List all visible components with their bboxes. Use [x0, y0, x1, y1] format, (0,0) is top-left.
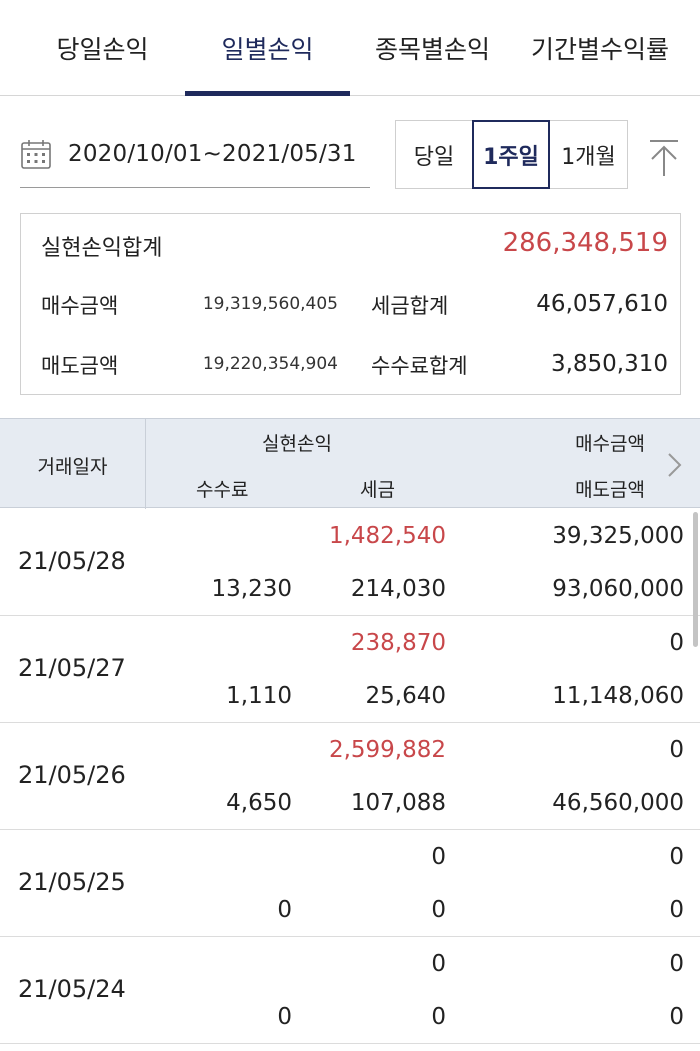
row-realized-pnl: 238,870 — [350, 630, 446, 656]
header-buy-amount: 매수금액 — [575, 433, 645, 455]
row-fee: 1,110 — [226, 683, 292, 709]
fee-total-label: 수수료합계 — [371, 354, 468, 378]
arrow-up-icon[interactable] — [646, 138, 682, 178]
period-selector: 당일 1주일 1개월 — [395, 120, 628, 189]
table-header: 거래일자 실현손익 매수금액 수수료 세금 매도금액 — [0, 418, 700, 509]
row-buy-amount: 39,325,000 — [552, 523, 684, 549]
active-tab-indicator — [185, 91, 350, 96]
sell-amount-label: 매도금액 — [41, 354, 119, 378]
row-sell-amount: 0 — [669, 1004, 684, 1030]
row-sell-amount: 11,148,060 — [552, 683, 684, 709]
row-tax: 0 — [431, 1004, 446, 1030]
header-divider — [145, 419, 146, 509]
header-trade-date: 거래일자 — [37, 456, 108, 478]
table-row[interactable]: 21/05/26 2,599,882 0 4,650 107,088 46,56… — [0, 723, 700, 830]
sell-amount-value: 19,220,354,904 — [202, 354, 338, 374]
row-date: 21/05/25 — [18, 868, 126, 896]
date-range-field[interactable]: 2020/10/01~2021/05/31 — [20, 120, 370, 188]
row-sell-amount: 93,060,000 — [552, 576, 684, 602]
row-realized-pnl: 0 — [431, 951, 446, 977]
buy-amount-label: 매수금액 — [41, 294, 119, 318]
row-buy-amount: 0 — [669, 844, 684, 870]
tax-total-value: 46,057,610 — [536, 291, 668, 317]
tax-total-label: 세금합계 — [371, 294, 449, 318]
table-row[interactable]: 21/05/24 0 0 0 0 0 — [0, 937, 700, 1044]
realized-total-value: 286,348,519 — [502, 228, 668, 258]
chevron-right-icon[interactable] — [664, 451, 684, 479]
fee-total-value: 3,850,310 — [550, 351, 668, 377]
row-sell-amount: 0 — [669, 897, 684, 923]
row-date: 21/05/24 — [18, 975, 126, 1003]
row-sell-amount: 46,560,000 — [552, 790, 684, 816]
tab-period-return[interactable]: 기간별수익률 — [530, 35, 669, 64]
period-1month-button[interactable]: 1개월 — [561, 144, 616, 170]
daily-pnl-list[interactable]: 21/05/28 1,482,540 39,325,000 13,230 214… — [0, 509, 700, 1051]
tab-stock-pnl[interactable]: 종목별손익 — [374, 35, 490, 64]
row-date: 21/05/28 — [18, 547, 126, 575]
table-row[interactable]: 21/05/28 1,482,540 39,325,000 13,230 214… — [0, 509, 700, 616]
period-today-button[interactable]: 당일 — [413, 144, 455, 170]
row-fee: 13,230 — [211, 576, 292, 602]
period-1week-button[interactable]: 1주일 — [472, 120, 550, 189]
row-fee: 4,650 — [226, 790, 292, 816]
header-tax: 세금 — [360, 479, 395, 501]
row-realized-pnl: 0 — [431, 844, 446, 870]
row-buy-amount: 0 — [669, 951, 684, 977]
tab-daily-pnl[interactable]: 일별손익 — [221, 35, 314, 64]
row-tax: 0 — [431, 897, 446, 923]
list-scrollbar[interactable] — [693, 512, 698, 647]
row-tax: 107,088 — [350, 790, 446, 816]
row-date: 21/05/26 — [18, 761, 126, 789]
table-row[interactable]: 21/05/25 0 0 0 0 0 — [0, 830, 700, 937]
tab-bar: 당일손익 일별손익 종목별손익 기간별수익률 — [0, 0, 700, 96]
header-sell-amount: 매도금액 — [575, 479, 645, 501]
row-buy-amount: 0 — [669, 737, 684, 763]
row-buy-amount: 0 — [669, 630, 684, 656]
tab-today-pnl[interactable]: 당일손익 — [56, 35, 149, 64]
row-fee: 0 — [277, 1004, 292, 1030]
pnl-summary-box: 실현손익합계 286,348,519 매수금액 19,319,560,405 세… — [20, 213, 681, 395]
header-realized-pnl: 실현손익 — [262, 433, 332, 455]
row-tax: 25,640 — [365, 683, 446, 709]
row-realized-pnl: 2,599,882 — [328, 737, 446, 763]
table-row[interactable]: 21/05/27 238,870 0 1,110 25,640 11,148,0… — [0, 616, 700, 723]
row-fee: 0 — [277, 897, 292, 923]
row-tax: 214,030 — [350, 576, 446, 602]
buy-amount-value: 19,319,560,405 — [202, 294, 338, 314]
row-realized-pnl: 1,482,540 — [328, 523, 446, 549]
date-range-text: 2020/10/01~2021/05/31 — [68, 140, 357, 167]
row-date: 21/05/27 — [18, 654, 126, 682]
calendar-icon — [21, 139, 51, 169]
realized-total-label: 실현손익합계 — [41, 236, 163, 261]
header-fee: 수수료 — [196, 479, 249, 501]
